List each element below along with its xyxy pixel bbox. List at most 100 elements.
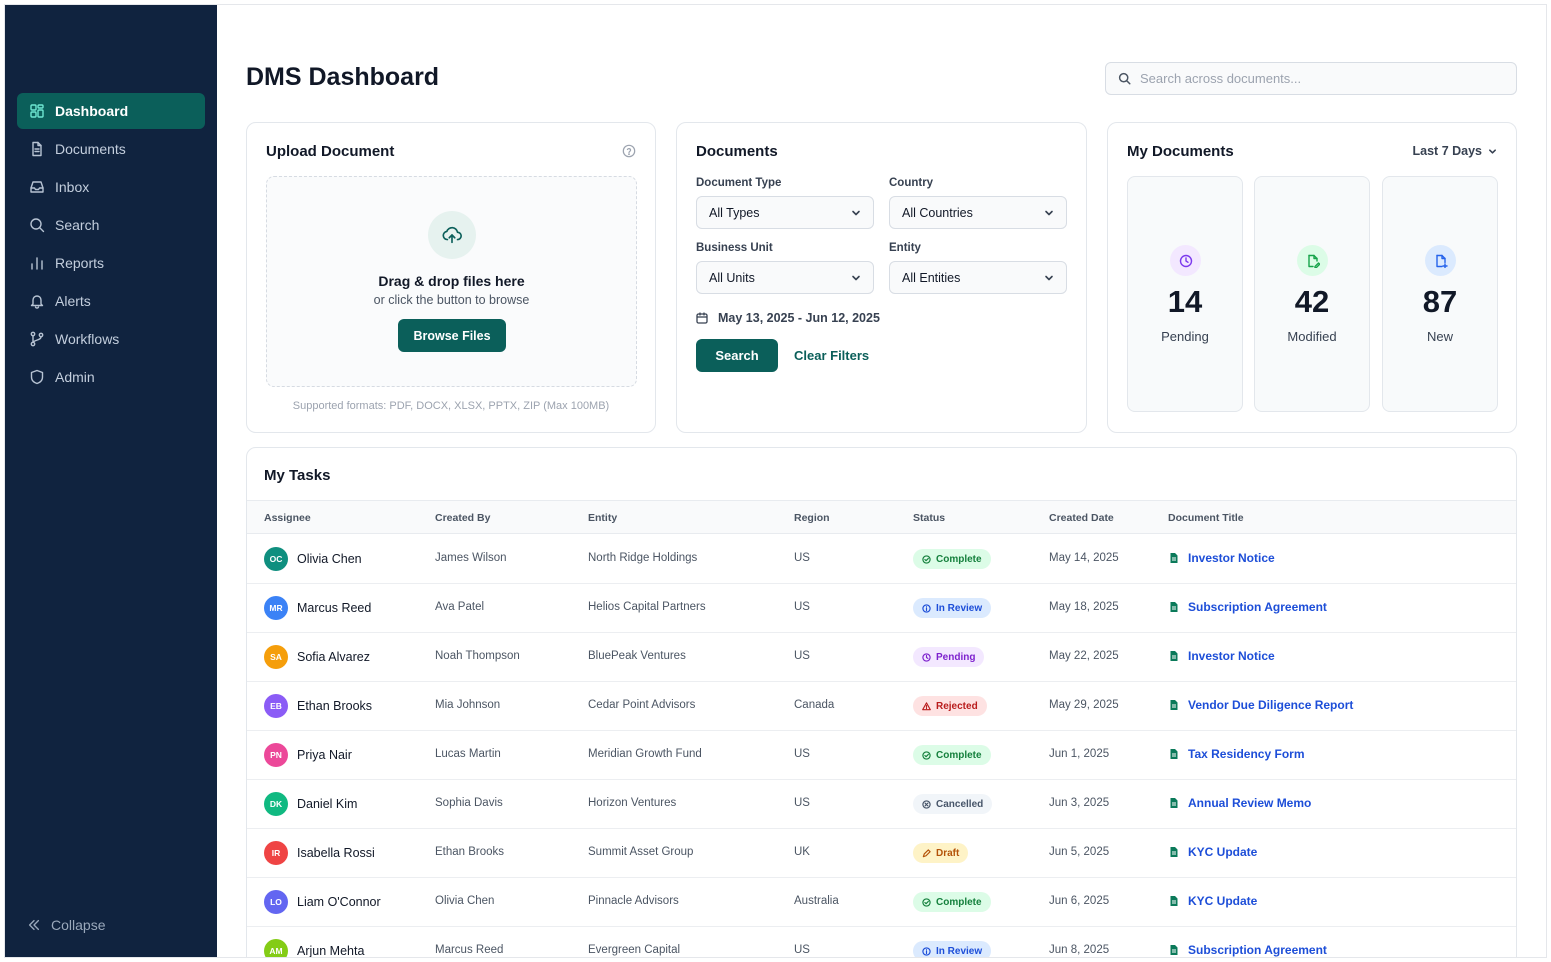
chevron-down-icon	[1045, 210, 1053, 215]
avatar: OC	[264, 547, 288, 571]
documents-card-title: Documents	[696, 143, 778, 160]
avatar: SA	[264, 645, 288, 669]
clock-icon	[922, 652, 931, 662]
search-button[interactable]: Search	[696, 339, 778, 372]
created-by-cell: Sophia Davis	[435, 797, 503, 809]
document-title-link[interactable]: Subscription Agreement	[1168, 600, 1327, 614]
sidebar-item-alerts[interactable]: Alerts	[17, 283, 205, 319]
created-by-cell: Noah Thompson	[435, 650, 520, 662]
new-document-icon	[1435, 254, 1448, 268]
entity-select[interactable]: All Entities	[889, 261, 1067, 294]
help-icon[interactable]	[622, 144, 636, 158]
info-icon	[922, 946, 931, 956]
my-documents-card: My Documents Last 7 Days 14 Pending 42 Modi…	[1107, 122, 1517, 433]
document-title-link[interactable]: KYC Update	[1168, 845, 1257, 859]
assignee-name: Ethan Brooks	[297, 699, 373, 713]
column-header-document-title[interactable]: Document Title	[1168, 512, 1244, 524]
business-unit-select[interactable]: All Units	[696, 261, 874, 294]
sidebar-item-dashboard[interactable]: Dashboard	[17, 93, 205, 129]
column-header-status[interactable]: Status	[913, 512, 946, 524]
document-title-link[interactable]: KYC Update	[1168, 894, 1257, 908]
document-title-link[interactable]: Vendor Due Diligence Report	[1168, 698, 1353, 712]
cloud-upload-icon	[442, 226, 462, 244]
cancel-circle-icon	[922, 799, 931, 809]
search-input[interactable]	[1140, 71, 1500, 86]
region-cell: US	[794, 797, 810, 809]
sidebar-item-inbox[interactable]: Inbox	[17, 169, 205, 205]
time-range-select[interactable]: Last 7 Days	[1413, 144, 1497, 158]
column-header-created-by[interactable]: Created By	[435, 512, 491, 524]
chevron-down-icon	[1489, 148, 1496, 154]
table-row[interactable]: OC Olivia Chen James Wilson North Ridge Hol…	[247, 535, 1516, 584]
file-icon	[1170, 945, 1178, 955]
status-label: In Review	[936, 602, 983, 614]
assignee-cell: DK Daniel Kim	[264, 792, 357, 816]
file-dropzone[interactable]: Drag & drop files here or click the butt…	[266, 176, 637, 387]
browse-files-button[interactable]: Browse Files	[398, 319, 506, 352]
avatar: AM	[264, 939, 288, 957]
stat-card-pending[interactable]: 14 Pending	[1127, 176, 1243, 412]
column-header-assignee[interactable]: Assignee	[264, 512, 311, 524]
document-title-link[interactable]: Annual Review Memo	[1168, 796, 1311, 810]
table-row[interactable]: EB Ethan Brooks Mia Johnson Cedar Point Adv…	[247, 682, 1516, 731]
country-select[interactable]: All Countries	[889, 196, 1067, 229]
stat-label: New	[1426, 329, 1453, 344]
stat-label: Modified	[1287, 329, 1337, 344]
search-icon	[29, 217, 45, 233]
dropzone-title: Drag & drop files here	[378, 273, 525, 289]
sidebar-item-reports[interactable]: Reports	[17, 245, 205, 281]
status-label: Complete	[936, 553, 982, 565]
created-by-cell: Lucas Martin	[435, 748, 501, 760]
file-icon	[1170, 896, 1178, 906]
sidebar-item-documents[interactable]: Documents	[17, 131, 205, 167]
table-row[interactable]: PN Priya Nair Lucas Martin Meridian Growth …	[247, 731, 1516, 780]
sidebar-item-workflows[interactable]: Workflows	[17, 321, 205, 357]
table-row[interactable]: MR Marcus Reed Ava Patel Helios Capital Par…	[247, 584, 1516, 633]
created-date-cell: Jun 6, 2025	[1049, 895, 1110, 907]
created-by-cell: James Wilson	[435, 552, 507, 564]
document-title-link[interactable]: Investor Notice	[1168, 551, 1275, 565]
stat-card-new[interactable]: 87 New	[1382, 176, 1498, 412]
clock-icon	[1179, 254, 1192, 267]
table-row[interactable]: IR Isabella Rossi Ethan Brooks Summit Asset…	[247, 829, 1516, 878]
status-badge: Pending	[913, 647, 985, 667]
table-row[interactable]: AM Arjun Mehta Marcus Reed Evergreen Capita…	[247, 927, 1516, 958]
table-row[interactable]: LO Liam O'Connor Olivia Chen Pinnacle Advis…	[247, 878, 1516, 927]
column-header-created-date[interactable]: Created Date	[1049, 512, 1114, 524]
business-unit-value: All Units	[709, 270, 755, 285]
sidebar-item-admin[interactable]: Admin	[17, 359, 205, 395]
document-title-link[interactable]: Investor Notice	[1168, 649, 1275, 663]
info-icon	[922, 603, 931, 613]
upload-document-card: Upload Document Drag & drop files here o…	[246, 122, 656, 433]
inbox-icon	[29, 179, 45, 195]
avatar: IR	[264, 841, 288, 865]
document-title-link[interactable]: Tax Residency Form	[1168, 747, 1304, 761]
global-search[interactable]	[1105, 62, 1517, 95]
document-icon	[29, 141, 45, 157]
assignee-name: Arjun Mehta	[297, 944, 365, 958]
created-by-cell: Mia Johnson	[435, 699, 501, 711]
clear-filters-button[interactable]: Clear Filters	[794, 348, 870, 363]
assignee-cell: IR Isabella Rossi	[264, 841, 375, 865]
document-type-select[interactable]: All Types	[696, 196, 874, 229]
region-cell: Canada	[794, 699, 835, 711]
document-title: KYC Update	[1188, 845, 1258, 859]
column-header-region[interactable]: Region	[794, 512, 830, 524]
stat-card-modified[interactable]: 42 Modified	[1254, 176, 1370, 412]
assignee-cell: OC Olivia Chen	[264, 547, 362, 571]
sidebar: Dashboard Documents Inbox Search Reports Aler…	[5, 5, 217, 957]
date-range-picker[interactable]: May 13, 2025 - Jun 12, 2025	[696, 311, 880, 325]
table-row[interactable]: SA Sofia Alvarez Noah Thompson BluePeak Ven…	[247, 633, 1516, 682]
assignee-cell: AM Arjun Mehta	[264, 939, 365, 958]
my-tasks-title: My Tasks	[264, 467, 331, 484]
column-header-entity[interactable]: Entity	[588, 512, 618, 524]
table-row[interactable]: DK Daniel Kim Sophia Davis Horizon Ventures…	[247, 780, 1516, 829]
sidebar-item-search[interactable]: Search	[17, 207, 205, 243]
document-title-link[interactable]: Subscription Agreement	[1168, 943, 1327, 957]
created-by-cell: Olivia Chen	[435, 895, 495, 907]
collapse-button[interactable]: Collapse	[27, 917, 105, 933]
created-by-cell: Ethan Brooks	[435, 846, 505, 858]
region-cell: US	[794, 650, 810, 662]
country-value: All Countries	[902, 205, 973, 220]
file-icon	[1170, 651, 1178, 661]
